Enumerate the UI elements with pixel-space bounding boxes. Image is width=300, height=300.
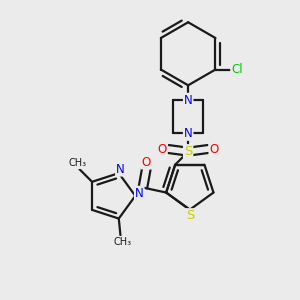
- Text: CH₃: CH₃: [69, 158, 87, 168]
- Text: Cl: Cl: [231, 63, 243, 76]
- Text: N: N: [184, 127, 193, 140]
- Text: O: O: [158, 142, 167, 155]
- Text: O: O: [142, 155, 151, 169]
- Text: S: S: [184, 145, 192, 158]
- Text: N: N: [184, 94, 193, 107]
- Text: CH₃: CH₃: [113, 237, 131, 247]
- Text: N: N: [116, 163, 125, 176]
- Text: N: N: [135, 187, 144, 200]
- Text: S: S: [186, 209, 194, 222]
- Text: O: O: [209, 142, 219, 155]
